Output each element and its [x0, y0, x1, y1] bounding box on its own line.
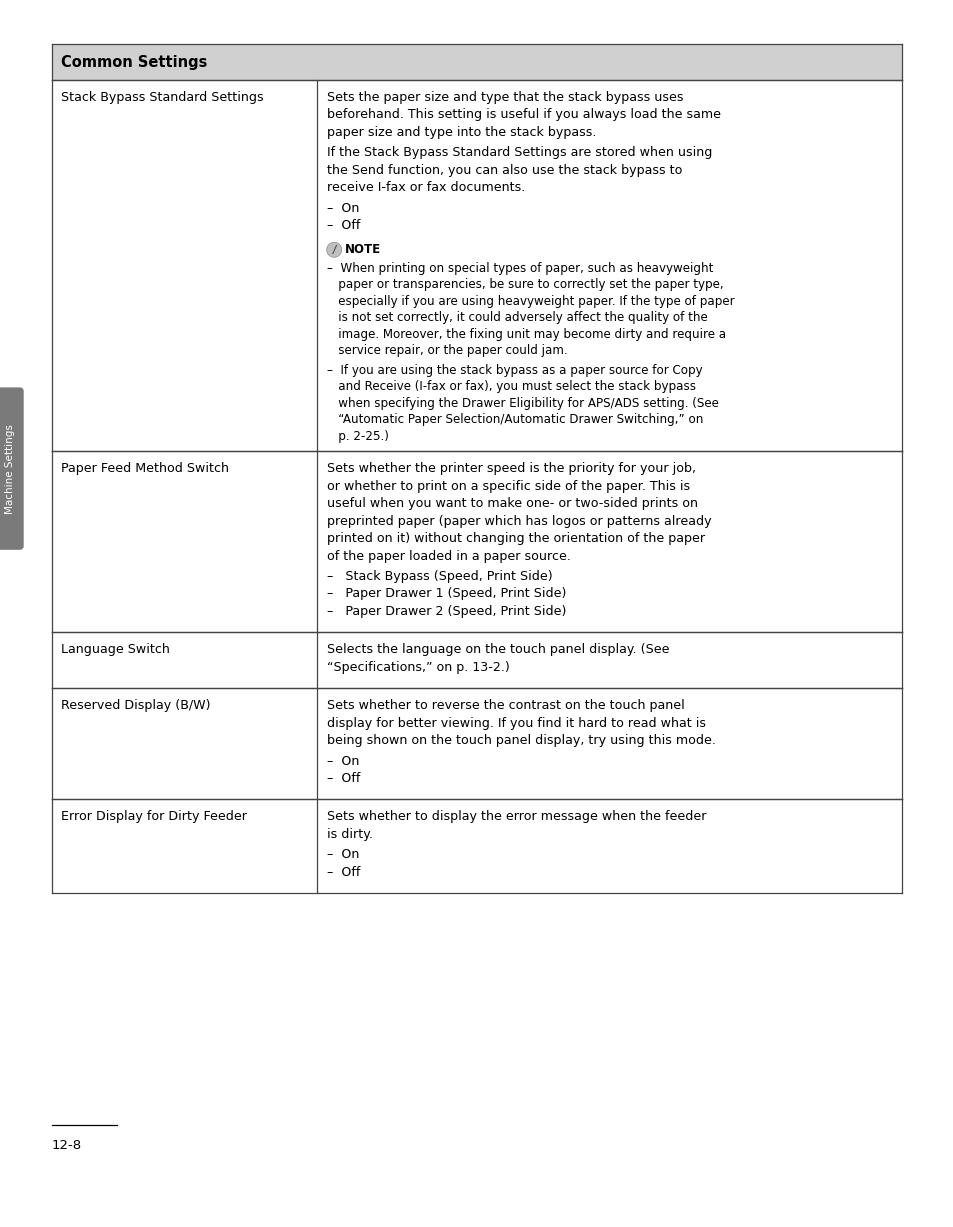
Text: –  When printing on special types of paper, such as heavyweight: – When printing on special types of pape… — [327, 263, 713, 275]
Text: Sets whether the printer speed is the priority for your job,: Sets whether the printer speed is the pr… — [327, 463, 696, 475]
Text: image. Moreover, the fixing unit may become dirty and require a: image. Moreover, the fixing unit may bec… — [327, 328, 725, 341]
Text: –   Paper Drawer 1 (Speed, Print Side): – Paper Drawer 1 (Speed, Print Side) — [327, 588, 566, 600]
Text: –  On: – On — [327, 201, 359, 215]
Text: Machine Settings: Machine Settings — [5, 423, 15, 514]
Text: of the paper loaded in a paper source.: of the paper loaded in a paper source. — [327, 550, 571, 562]
Text: NOTE: NOTE — [345, 243, 381, 256]
Text: 12-8: 12-8 — [52, 1139, 82, 1152]
Text: Reserved Display (B/W): Reserved Display (B/W) — [61, 699, 211, 712]
Text: Sets the paper size and type that the stack bypass uses: Sets the paper size and type that the st… — [327, 91, 683, 104]
Text: Stack Bypass Standard Settings: Stack Bypass Standard Settings — [61, 91, 263, 104]
Bar — [52, 80, 901, 452]
Text: p. 2-25.): p. 2-25.) — [327, 429, 389, 443]
Text: Language Switch: Language Switch — [61, 643, 170, 656]
Bar — [52, 800, 901, 893]
Text: is not set correctly, it could adversely affect the quality of the: is not set correctly, it could adversely… — [327, 312, 707, 324]
Text: “Specifications,” on p. 13-2.): “Specifications,” on p. 13-2.) — [327, 661, 510, 674]
Text: –  Off: – Off — [327, 772, 360, 785]
Text: being shown on the touch panel display, try using this mode.: being shown on the touch panel display, … — [327, 734, 716, 747]
Text: Common Settings: Common Settings — [61, 54, 207, 70]
Text: “Automatic Paper Selection/Automatic Drawer Switching,” on: “Automatic Paper Selection/Automatic Dra… — [327, 413, 702, 426]
Text: useful when you want to make one- or two-sided prints on: useful when you want to make one- or two… — [327, 497, 698, 510]
Text: is dirty.: is dirty. — [327, 828, 373, 840]
Text: display for better viewing. If you find it hard to read what is: display for better viewing. If you find … — [327, 717, 705, 730]
Bar — [52, 632, 901, 688]
Bar — [52, 688, 901, 800]
Text: receive I-fax or fax documents.: receive I-fax or fax documents. — [327, 182, 525, 194]
Text: –  On: – On — [327, 755, 359, 768]
Text: Sets whether to display the error message when the feeder: Sets whether to display the error messag… — [327, 810, 706, 823]
Text: Paper Feed Method Switch: Paper Feed Method Switch — [61, 463, 229, 475]
Text: and Receive (I-fax or fax), you must select the stack bypass: and Receive (I-fax or fax), you must sel… — [327, 380, 696, 394]
Text: Selects the language on the touch panel display. (See: Selects the language on the touch panel … — [327, 643, 669, 656]
FancyBboxPatch shape — [0, 388, 23, 550]
Text: or whether to print on a specific side of the paper. This is: or whether to print on a specific side o… — [327, 480, 690, 493]
Text: Error Display for Dirty Feeder: Error Display for Dirty Feeder — [61, 810, 247, 823]
Text: –  If you are using the stack bypass as a paper source for Copy: – If you are using the stack bypass as a… — [327, 364, 702, 377]
Text: paper size and type into the stack bypass.: paper size and type into the stack bypas… — [327, 126, 596, 139]
Text: paper or transparencies, be sure to correctly set the paper type,: paper or transparencies, be sure to corr… — [327, 279, 723, 292]
Text: –  Off: – Off — [327, 866, 360, 879]
Text: If the Stack Bypass Standard Settings are stored when using: If the Stack Bypass Standard Settings ar… — [327, 146, 712, 160]
Text: printed on it) without changing the orientation of the paper: printed on it) without changing the orie… — [327, 533, 704, 545]
Bar — [52, 44, 901, 80]
Text: preprinted paper (paper which has logos or patterns already: preprinted paper (paper which has logos … — [327, 514, 711, 528]
Text: the Send function, you can also use the stack bypass to: the Send function, you can also use the … — [327, 163, 681, 177]
Text: –  Off: – Off — [327, 220, 360, 232]
Circle shape — [326, 242, 341, 258]
Text: when specifying the Drawer Eligibility for APS/ADS setting. (See: when specifying the Drawer Eligibility f… — [327, 396, 719, 410]
Text: service repair, or the paper could jam.: service repair, or the paper could jam. — [327, 345, 567, 357]
Text: –  On: – On — [327, 848, 359, 861]
Text: /: / — [332, 244, 335, 255]
Text: –   Stack Bypass (Speed, Print Side): – Stack Bypass (Speed, Print Side) — [327, 571, 552, 583]
Text: especially if you are using heavyweight paper. If the type of paper: especially if you are using heavyweight … — [327, 294, 734, 308]
Bar — [52, 452, 901, 632]
Text: –   Paper Drawer 2 (Speed, Print Side): – Paper Drawer 2 (Speed, Print Side) — [327, 605, 566, 618]
Text: Sets whether to reverse the contrast on the touch panel: Sets whether to reverse the contrast on … — [327, 699, 684, 712]
Text: beforehand. This setting is useful if you always load the same: beforehand. This setting is useful if yo… — [327, 108, 720, 121]
